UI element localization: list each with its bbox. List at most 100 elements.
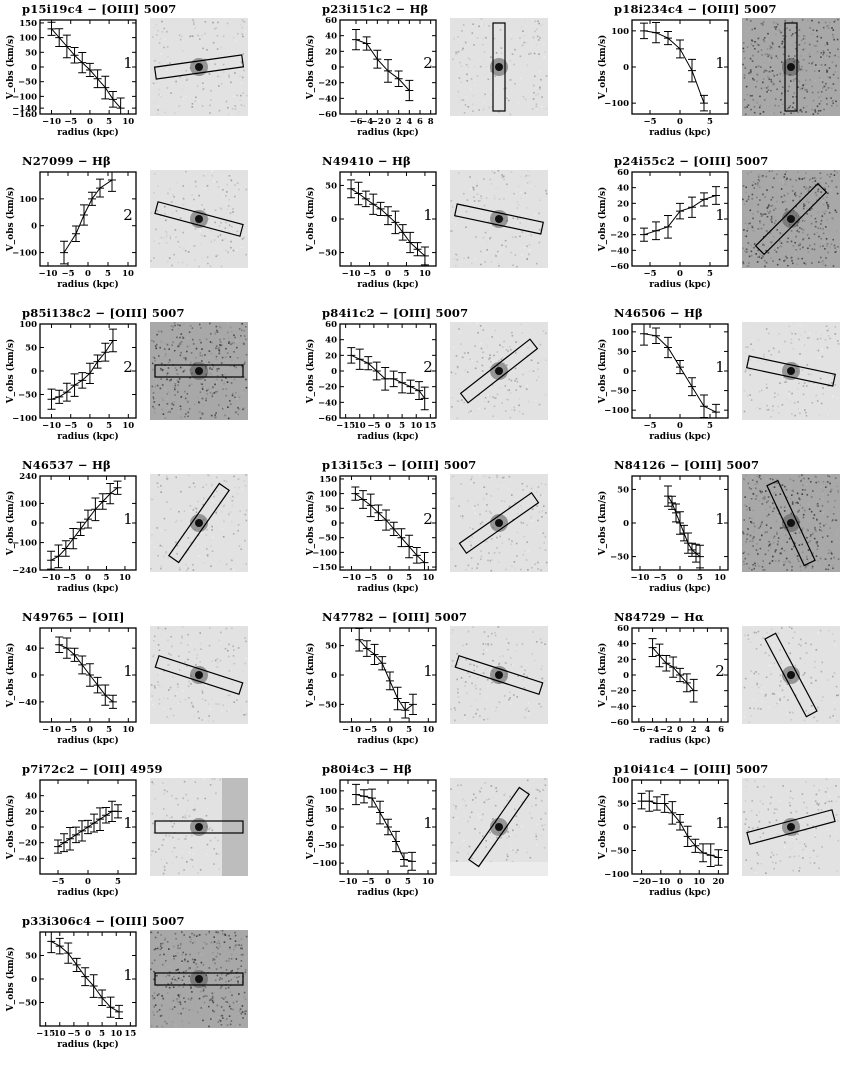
thumbnail-image [742,170,840,268]
data-point-errorbar [406,379,415,394]
y-tick-label: −100 [312,548,337,558]
data-point-errorbar [347,347,356,364]
panel-title: p33i306c4 − [OIII] 5007 [22,914,185,928]
quality-rank: 1 [715,510,725,528]
x-tick-label: 0 [677,573,683,583]
data-point-errorbar [84,509,92,529]
sky-noise [150,322,248,420]
y-axis-label: V_obs (km/s) [305,187,316,253]
rotation-curve-panel: N84126 − [OIII] 5007 −10 −5 0 5 10 −50 0 50 radiu… [592,458,850,610]
quality-rank: 1 [123,510,133,528]
slit-outline [454,654,544,696]
panel-title: p10i41c4 − [OIII] 5007 [614,762,769,776]
data-point-errorbar [384,818,392,836]
data-point-errorbar [378,656,387,671]
data-point-errorbar [652,796,661,811]
y-tick-label: −140 [12,104,37,114]
y-tick-label: −20 [318,383,337,393]
x-tick-label: 10 [714,573,726,583]
x-tick-label: −5 [364,725,377,735]
slit-outline [454,203,544,235]
y-tick-label: −100 [12,249,37,259]
galaxy-core [495,367,503,375]
x-axis-label: radius (kpc) [357,279,419,290]
x-tick-label: 0 [385,117,391,127]
galaxy-thumbnail [150,170,248,268]
y-tick-label: 240 [19,472,37,482]
data-point-errorbar [91,497,100,522]
y-tick-label: 0 [623,671,629,681]
data-point-errorbar [76,521,85,536]
panel-title: p80i4c3 − Hβ [322,762,412,776]
galaxy-core [195,367,203,375]
data-point-errorbar [688,196,696,218]
x-axis-label: radius (kpc) [57,431,119,442]
slit-outline [766,479,816,567]
data-point-errorbar [85,362,94,384]
panel-title: p85i138c2 − [OIII] 5007 [22,306,185,320]
rotation-curve-panel: N46537 − Hβ −10 −5 0 5 10 −240 −100 0 100 240 radiu… [0,458,272,610]
data-point-errorbar [93,354,102,369]
slit-outline [154,201,244,237]
data-point-errorbar [700,394,708,419]
quality-rank: 1 [423,814,433,832]
data-point-errorbar [664,30,672,46]
x-tick-label: 5 [405,877,411,887]
y-tick-label: 50 [25,48,37,58]
y-axis-label: V_obs (km/s) [5,35,16,101]
x-axis-label: radius (kpc) [649,431,711,442]
y-tick-label: 40 [25,644,37,654]
data-point-errorbar [96,178,104,198]
y-tick-label: 50 [25,344,37,354]
y-tick-label: −20 [318,79,337,89]
data-point-errorbar [691,838,700,853]
x-tick-label: 0 [677,421,683,431]
x-tick-label: −10 [42,421,61,431]
slit-outline [154,972,244,986]
data-point-errorbar [652,221,660,241]
thumbnail-image [742,322,840,420]
data-point-errorbar [81,967,90,987]
velocity-plot: −5 0 5 −40 −20 0 20 40 radius (kpc) V_obs (km/s) 1 [5,779,137,898]
panel-title: N84729 − Hα [614,610,705,624]
y-tick-label: 40 [325,32,337,42]
x-tick-label: −10 [42,573,61,583]
thumbnail-image [450,474,548,572]
sky-noise [450,18,548,116]
data-point-errorbar [645,790,654,812]
quality-rank: 2 [423,54,433,72]
y-tick-label: 0 [31,367,37,377]
slit-outline [153,54,245,80]
galaxy-thumbnail [742,626,840,724]
y-tick-label: −40 [318,94,337,104]
galaxy-core [495,519,503,527]
data-point-errorbar [106,483,115,505]
thumbnail-image [450,322,548,420]
x-tick-label: −5 [364,573,377,583]
sky-noise [742,626,839,723]
x-tick-label: 10 [122,421,134,431]
galaxy-core [495,215,503,223]
y-tick-label: 0 [623,367,629,377]
x-tick-label: −10 [39,269,58,279]
y-tick-label: 20 [325,351,337,361]
panel-title: N49765 − [OII] [22,610,125,624]
data-point-errorbar [62,34,71,59]
slit-outline [458,492,540,554]
y-tick-label: 0 [31,823,37,833]
data-point-errorbar [668,495,676,510]
data-point-errorbar [106,996,115,1018]
thumbnail-image [450,170,548,268]
galaxy-thumbnail [450,778,548,876]
y-axis-label: V_obs (km/s) [5,491,16,557]
data-point-errorbar [668,801,677,825]
y-tick-label: −50 [318,841,337,851]
galaxy-thumbnail [450,322,548,420]
x-tick-label: 10 [54,1029,66,1039]
data-point-errorbar [655,643,664,668]
y-tick-label: 0 [31,519,37,529]
data-point-errorbar [676,511,684,535]
quality-rank: 2 [423,510,433,528]
